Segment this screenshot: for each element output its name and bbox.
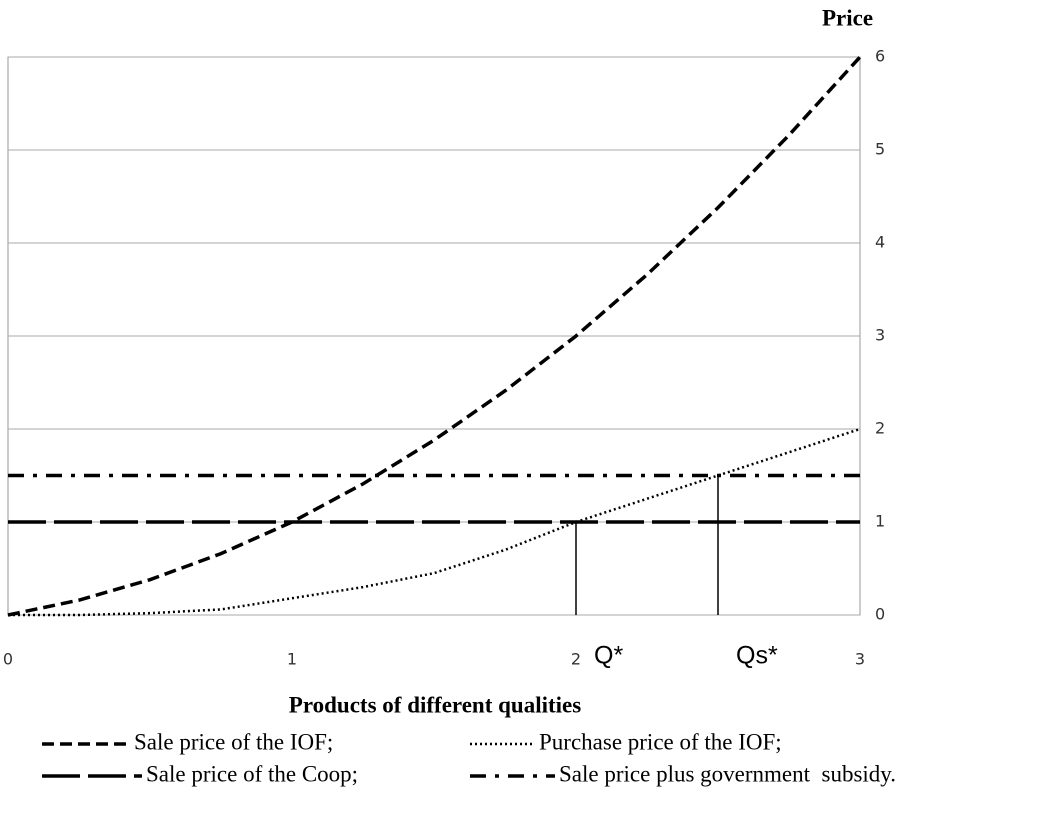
y-axis-label: Price [822, 5, 873, 30]
x-tick-label: 2 [571, 650, 581, 669]
y-tick-label: 6 [875, 47, 885, 66]
y-tick-label: 0 [875, 605, 885, 624]
y-tick-label: 4 [875, 233, 885, 252]
x-axis-label: Products of different qualities [289, 692, 581, 717]
y-tick-label: 1 [875, 512, 885, 531]
x-tick-label: 0 [3, 650, 13, 669]
annotation: Qs* [736, 642, 778, 670]
x-tick-label: 3 [855, 650, 865, 669]
legend-label: Sale price of the IOF; [134, 729, 333, 754]
line-series [7, 55, 862, 617]
annotation: Q* [594, 642, 623, 670]
legend-label: Sale price plus government subsidy. [559, 761, 896, 786]
legend-label: Purchase price of the IOF; [539, 729, 782, 754]
legend-label: Sale price of the Coop; [146, 761, 358, 786]
y-tick-label: 3 [875, 326, 885, 345]
y-tick-label: 5 [875, 140, 885, 159]
y-tick-label: 2 [875, 419, 885, 438]
x-tick-label: 1 [287, 650, 297, 669]
